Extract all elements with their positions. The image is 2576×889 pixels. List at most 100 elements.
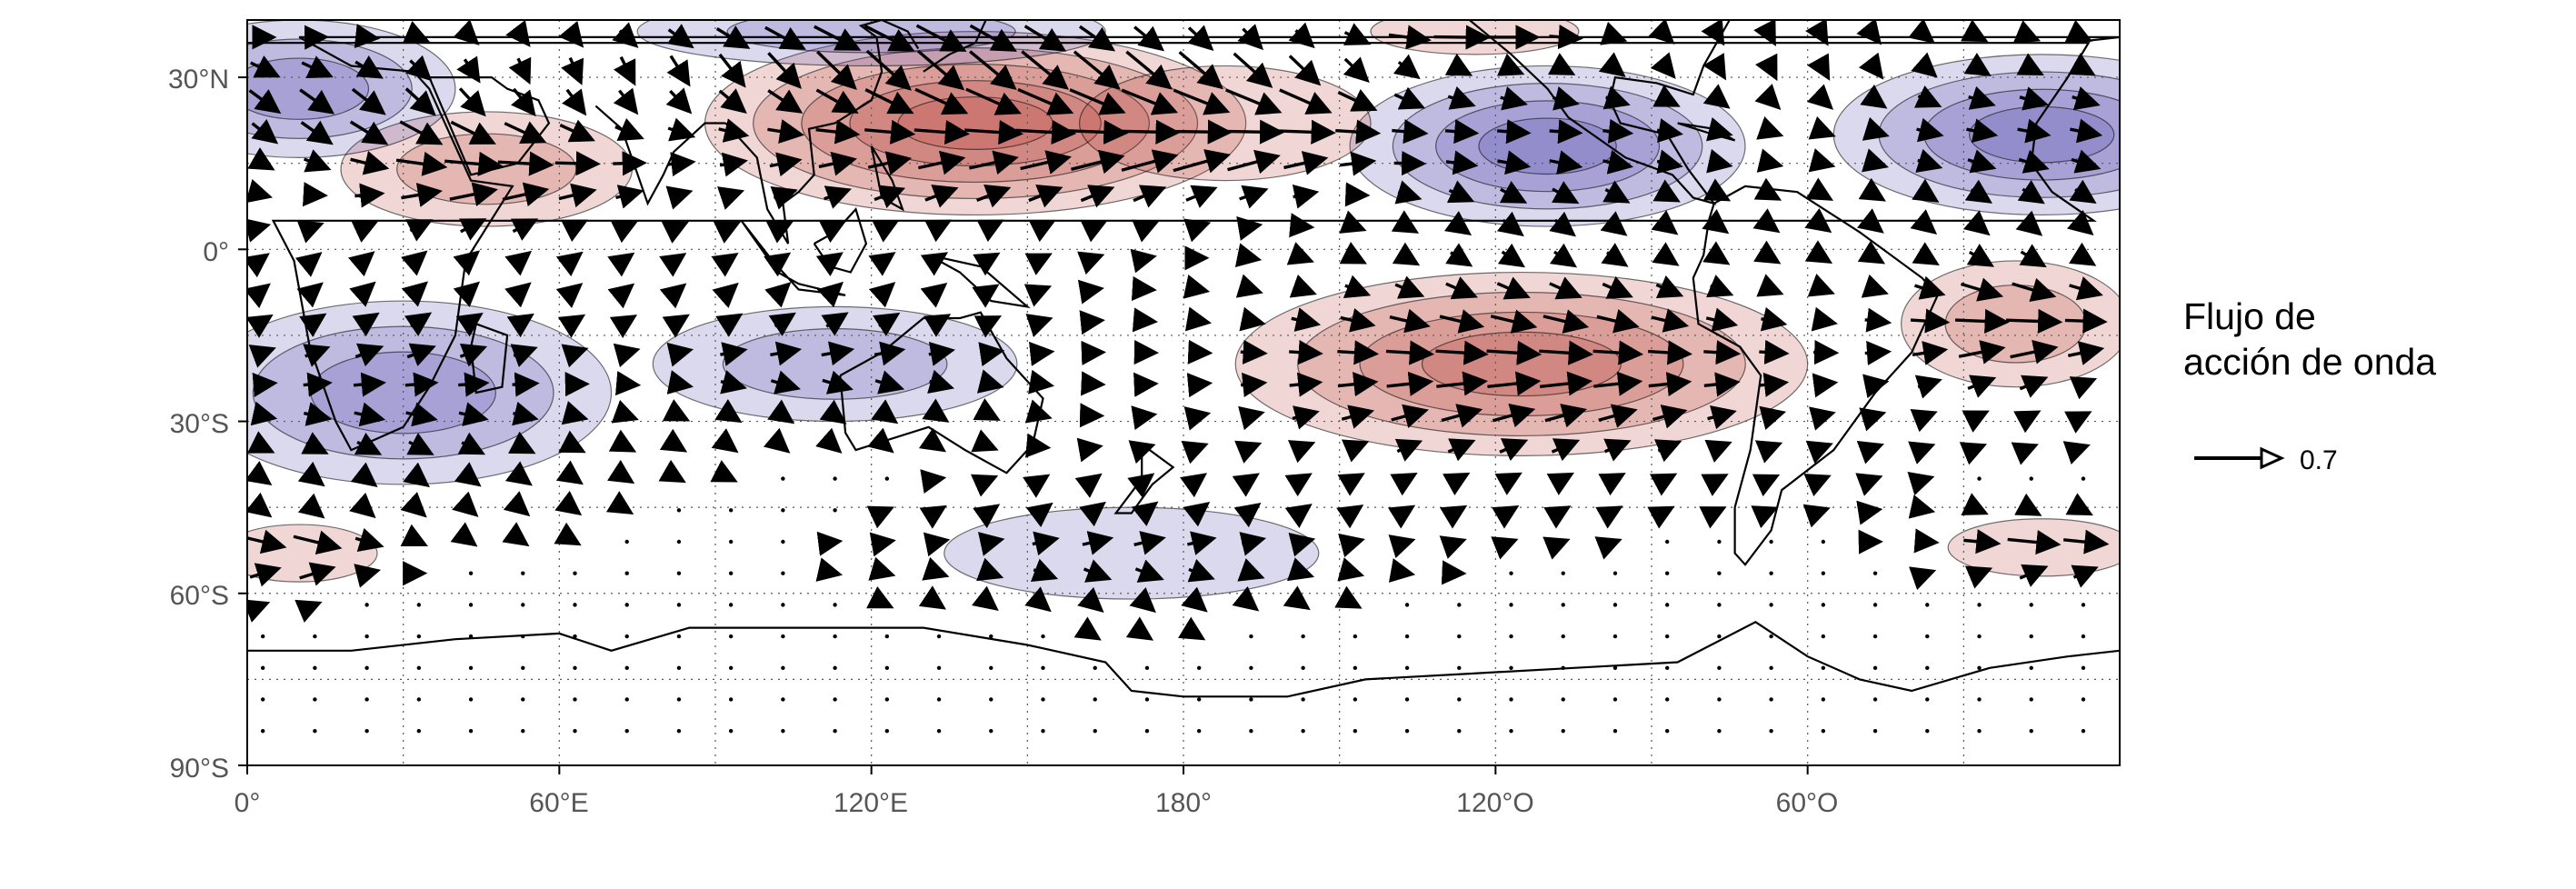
- x-tick-label: 60°E: [529, 788, 588, 818]
- flux-vector: [1121, 149, 1179, 174]
- flux-vector: [2064, 308, 2108, 334]
- flux-vector: [717, 186, 745, 210]
- flux-vector: [1186, 531, 1217, 555]
- flux-vector: [1705, 275, 1734, 298]
- flux-vector: [1334, 585, 1363, 609]
- flux-vector: [364, 603, 369, 607]
- flux-vector: [1759, 372, 1790, 397]
- flux-vector: [416, 665, 422, 670]
- flux-vector: [1287, 440, 1316, 464]
- flux-vector: [1699, 506, 1727, 529]
- positive-anomaly-contour: [1944, 285, 2087, 364]
- flux-vector: [1023, 474, 1051, 498]
- flux-vector: [1702, 53, 1727, 81]
- flux-vector: [1132, 307, 1159, 333]
- flux-vector: [2010, 339, 2059, 365]
- flux-vector: [1172, 119, 1233, 145]
- flux-vector: [781, 571, 785, 575]
- flux-vector: [1237, 24, 1264, 51]
- flux-vector: [719, 152, 748, 177]
- flux-vector: [2071, 564, 2099, 588]
- flux-vector: [1238, 405, 1265, 431]
- flux-vector: [1125, 50, 1173, 90]
- flux-vector: [781, 728, 785, 734]
- flux-vector: [914, 119, 971, 145]
- flux-vector: [2005, 308, 2063, 335]
- flux-vector: [1439, 309, 1485, 334]
- flux-vector: [1292, 184, 1320, 209]
- flux-vector: [401, 183, 443, 207]
- flux-vector: [1912, 341, 1949, 365]
- flux-vector: [2007, 530, 2062, 555]
- flux-vector: [918, 585, 946, 610]
- flux-vector: [303, 149, 332, 173]
- flux-vector: [1954, 308, 2010, 334]
- positive-anomaly-contour: [753, 47, 1199, 200]
- flux-vector: [770, 370, 801, 395]
- flux-vector: [1603, 118, 1634, 144]
- flux-vector: [1133, 185, 1167, 208]
- flux-vector: [1144, 728, 1150, 734]
- flux-vector: [1962, 210, 1991, 236]
- flux-vector: [1457, 665, 1462, 670]
- flux-vector: [666, 24, 694, 49]
- flux-vector: [884, 634, 890, 639]
- flux-vector: [452, 491, 479, 517]
- flux-vector: [868, 556, 896, 581]
- flux-vector: [1340, 308, 1376, 333]
- flux-vector: [662, 399, 691, 422]
- flux-vector: [1024, 399, 1053, 424]
- flux-vector: [767, 119, 805, 144]
- flux-vector: [1445, 243, 1473, 267]
- flux-vector: [1967, 375, 1997, 398]
- flux-vector: [1603, 85, 1631, 110]
- flux-vector: [1082, 531, 1114, 555]
- flux-vector: [1388, 534, 1416, 559]
- flux-vector: [1821, 603, 1826, 607]
- positive-anomaly-contour: [1078, 65, 1372, 182]
- flux-vector: [2013, 410, 2042, 434]
- flux-vector: [833, 508, 837, 513]
- flux-vector: [2072, 86, 2101, 111]
- flux-vector: [884, 697, 890, 702]
- flux-vector: [1339, 151, 1377, 176]
- flux-vector: [1977, 665, 1982, 670]
- flux-vector: [1595, 505, 1623, 529]
- flux-vector: [1872, 665, 1878, 670]
- flux-vector: [1391, 210, 1420, 234]
- flux-vector: [864, 119, 916, 145]
- flux-vector: [605, 491, 634, 514]
- flux-vector: [781, 665, 785, 670]
- flux-vector: [1704, 439, 1732, 463]
- flux-vector: [1769, 728, 1773, 734]
- flux-vector: [718, 118, 750, 143]
- flux-vector: [2069, 179, 2097, 205]
- flux-vector: [867, 151, 913, 175]
- flux-vector: [2019, 244, 2047, 268]
- flux-vector: [718, 88, 747, 115]
- flux-vector: [1283, 151, 1329, 175]
- flux-vector: [510, 218, 539, 241]
- flux-vector: [2019, 375, 2049, 398]
- flux-vector: [1196, 665, 1202, 670]
- flux-vector: [833, 697, 837, 702]
- flux-vector: [1457, 603, 1462, 607]
- flux-vector: [1664, 634, 1670, 639]
- flux-vector: [1702, 178, 1732, 202]
- flux-vector: [449, 182, 498, 207]
- flux-vector: [504, 121, 547, 145]
- flux-vector: [1651, 210, 1679, 235]
- flux-vector: [1093, 728, 1097, 734]
- flux-vector: [1187, 25, 1214, 52]
- flux-vector: [821, 341, 855, 366]
- flux-vector: [1443, 211, 1472, 235]
- flux-vector: [1224, 88, 1283, 115]
- flux-vector: [1549, 24, 1583, 50]
- flux-vector: [872, 219, 900, 243]
- flux-vector: [1133, 25, 1165, 52]
- flux-vector: [1069, 88, 1126, 115]
- flux-vector: [1561, 728, 1565, 734]
- flux-vector: [770, 185, 798, 210]
- flux-vector: [1394, 275, 1425, 299]
- flux-vector: [1963, 529, 2002, 554]
